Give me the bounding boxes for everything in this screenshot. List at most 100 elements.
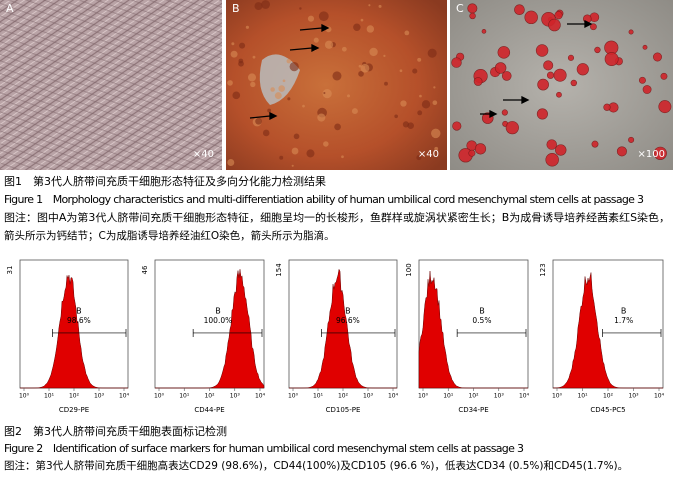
droplet xyxy=(553,68,567,82)
nodule xyxy=(394,114,398,119)
x-axis-label: CD29-PE xyxy=(59,406,89,414)
gate-label: B xyxy=(479,306,485,315)
magnification: ×40 xyxy=(193,149,214,160)
x-tick-label: 10³ xyxy=(494,393,505,400)
nodule xyxy=(419,94,422,98)
nodule xyxy=(347,94,351,98)
caption-cn: 图2 第3代人脐带间充质干细胞表面标记检测 xyxy=(4,424,227,438)
x-tick-label: 10² xyxy=(338,393,349,400)
x-tick-label: 10² xyxy=(69,393,80,400)
nodule xyxy=(307,15,315,22)
droplet xyxy=(469,12,476,20)
nodule xyxy=(432,100,438,106)
photo-a-texture xyxy=(0,0,222,170)
arrows xyxy=(249,19,593,121)
nodule xyxy=(341,155,344,159)
nodule xyxy=(360,63,370,73)
droplet xyxy=(591,140,599,148)
nodule xyxy=(270,87,275,92)
x-tick-label: 10¹ xyxy=(577,393,588,400)
nodule xyxy=(433,86,436,89)
nodule xyxy=(267,108,272,113)
nodule xyxy=(293,133,300,140)
droplet xyxy=(514,4,525,16)
gate-label: B xyxy=(345,306,351,315)
caption-en: Figure 1 Morphology characteristics and … xyxy=(4,193,644,206)
y-max-label: 46 xyxy=(141,265,149,274)
gate-percent: 98.6% xyxy=(67,316,91,325)
x-tick-label: 10¹ xyxy=(443,393,454,400)
nodule xyxy=(368,4,371,7)
y-max-label: 123 xyxy=(539,263,547,276)
nodule xyxy=(245,25,249,29)
x-tick-label: 10³ xyxy=(94,393,105,400)
x-tick-label: 10⁴ xyxy=(119,393,130,400)
droplet xyxy=(653,52,662,62)
nodule xyxy=(434,146,439,151)
droplet xyxy=(468,149,476,157)
x-tick-label: 10⁰ xyxy=(418,393,429,400)
x-tick-label: 10⁴ xyxy=(388,393,399,400)
x-axis-label: CD44-PE xyxy=(194,406,224,414)
x-tick-label: 10⁰ xyxy=(552,393,563,400)
droplet xyxy=(467,3,478,14)
nodule xyxy=(332,71,342,81)
x-axis-label: CD105-PE xyxy=(326,406,361,414)
nodule xyxy=(227,80,233,86)
nodule xyxy=(421,100,431,109)
nodule xyxy=(230,50,238,58)
lipid-droplets xyxy=(227,0,672,167)
nodule xyxy=(412,68,418,74)
x-tick-label: 10¹ xyxy=(44,393,55,400)
photo-c xyxy=(450,0,673,170)
droplet xyxy=(628,136,635,143)
nodule xyxy=(302,104,305,108)
gate-label: B xyxy=(76,306,82,315)
x-tick-label: 10⁰ xyxy=(154,393,165,400)
nodule xyxy=(299,7,302,10)
panel-label: A xyxy=(6,2,14,15)
y-max-label: 100 xyxy=(405,263,413,276)
nodule xyxy=(416,155,422,161)
droplet xyxy=(604,52,619,66)
nodule xyxy=(287,97,291,101)
droplet xyxy=(653,146,667,160)
nodule xyxy=(306,149,315,158)
x-tick-label: 10⁰ xyxy=(288,393,299,400)
droplet xyxy=(642,44,648,50)
gate-percent: 100.0% xyxy=(204,316,233,325)
nodule xyxy=(353,23,361,31)
nodule xyxy=(239,42,246,49)
nodule xyxy=(369,47,378,57)
droplet xyxy=(555,144,567,156)
nodule xyxy=(262,129,270,137)
x-tick-label: 10² xyxy=(603,393,614,400)
nodule xyxy=(334,123,341,131)
x-tick-label: 10³ xyxy=(628,393,639,400)
droplet xyxy=(473,77,483,86)
gate-percent: 96.6% xyxy=(336,316,360,325)
droplet xyxy=(535,44,549,57)
droplet xyxy=(474,143,487,155)
droplet xyxy=(548,18,561,32)
droplet xyxy=(658,100,672,114)
nodule xyxy=(323,141,329,147)
droplet xyxy=(497,46,511,59)
x-tick-label: 10⁴ xyxy=(255,393,266,400)
x-tick-label: 10¹ xyxy=(313,393,324,400)
droplet xyxy=(505,121,519,135)
nodule xyxy=(323,91,326,95)
histogram xyxy=(20,275,128,389)
nodule xyxy=(261,0,270,9)
nodule xyxy=(286,58,292,64)
droplet xyxy=(556,91,562,98)
caption-en: Figure 2 Identification of surface marke… xyxy=(4,442,524,455)
nodule xyxy=(291,164,294,167)
panel-label: C xyxy=(456,2,464,15)
nodule xyxy=(427,48,437,58)
photo-b xyxy=(226,0,447,170)
droplet xyxy=(576,63,589,76)
droplet xyxy=(660,72,668,80)
